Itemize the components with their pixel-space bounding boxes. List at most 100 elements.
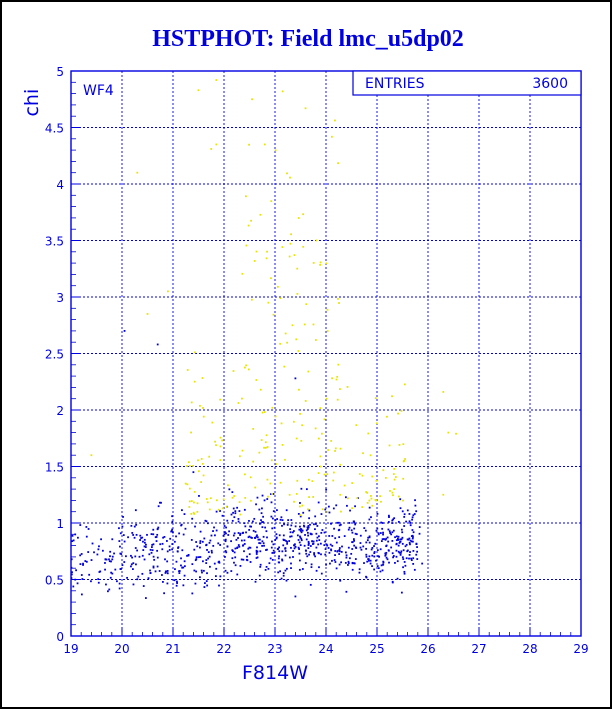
x-tick-label: 26 (420, 642, 435, 656)
data-point (156, 565, 159, 568)
data-point (402, 566, 404, 569)
data-point (390, 546, 393, 549)
data-point (232, 534, 235, 537)
data-point (159, 543, 162, 546)
data-point (191, 592, 194, 595)
data-point (338, 302, 340, 304)
data-point (122, 516, 124, 518)
data-point (232, 550, 234, 553)
data-point (381, 527, 384, 530)
data-point (411, 518, 414, 521)
data-point (165, 570, 167, 573)
data-point (344, 551, 347, 554)
data-point (118, 587, 121, 590)
data-point (261, 540, 264, 543)
data-point (237, 518, 240, 520)
data-point (292, 420, 295, 423)
y-axis-label: chi (21, 89, 43, 117)
data-point (408, 513, 411, 515)
data-point (256, 556, 259, 559)
data-point (371, 554, 374, 557)
data-point (288, 540, 291, 542)
data-point (247, 547, 250, 550)
data-point (249, 476, 252, 479)
data-point (215, 143, 218, 146)
data-point (410, 540, 413, 543)
data-point (321, 508, 324, 511)
stats-value: 3600 (532, 76, 568, 92)
data-point (224, 555, 226, 558)
data-point (249, 499, 252, 502)
data-point (224, 550, 227, 552)
data-point (222, 534, 225, 537)
data-point (132, 562, 135, 565)
data-point (347, 546, 350, 549)
data-point (304, 534, 306, 536)
data-point (319, 465, 322, 468)
data-point (231, 496, 234, 499)
data-point (181, 566, 184, 569)
data-point (255, 551, 258, 554)
data-point (400, 538, 403, 541)
data-point (150, 546, 153, 548)
data-point (149, 548, 152, 551)
data-point (90, 454, 93, 457)
data-point (266, 536, 268, 539)
data-point (208, 508, 211, 511)
y-tick-label: 3.5 (45, 235, 64, 249)
data-point (391, 522, 394, 524)
data-point (158, 501, 161, 504)
data-point (93, 551, 95, 554)
data-point (234, 564, 237, 567)
data-point (114, 568, 117, 571)
data-point (339, 388, 341, 390)
data-point (319, 407, 322, 409)
data-point (123, 561, 126, 563)
data-point (237, 520, 240, 523)
data-point (211, 421, 214, 424)
data-point (222, 507, 224, 510)
data-point (284, 332, 287, 335)
data-point (215, 444, 217, 447)
data-point (208, 541, 211, 544)
data-point (238, 545, 241, 548)
data-point (110, 560, 112, 563)
data-point (382, 469, 385, 472)
data-point (256, 534, 258, 537)
x-tick-label: 25 (369, 642, 384, 656)
data-point (263, 499, 266, 502)
data-point (228, 530, 231, 533)
data-point (312, 540, 315, 543)
data-point (363, 562, 365, 564)
data-point (348, 522, 351, 524)
data-point (379, 495, 381, 498)
data-point (231, 557, 234, 560)
data-point (199, 546, 201, 549)
data-point (409, 543, 411, 546)
data-point (326, 544, 329, 547)
data-point (298, 552, 301, 555)
data-point (300, 528, 302, 530)
data-point (225, 526, 227, 529)
data-point (108, 588, 111, 591)
data-point (248, 529, 251, 531)
data-point (274, 415, 277, 418)
data-point (336, 550, 339, 552)
data-point (180, 557, 182, 560)
data-point (411, 534, 414, 537)
data-point (281, 550, 284, 553)
data-point (284, 554, 287, 557)
data-point (268, 562, 271, 565)
data-point (152, 543, 155, 546)
data-point (373, 545, 375, 547)
data-point (194, 559, 197, 562)
data-point (332, 479, 335, 482)
data-point (325, 262, 328, 265)
data-point (391, 581, 394, 584)
data-point (219, 544, 222, 546)
data-point (385, 537, 388, 540)
data-point (376, 549, 379, 552)
data-point (213, 526, 215, 529)
data-point (371, 546, 374, 549)
data-point (309, 551, 312, 553)
